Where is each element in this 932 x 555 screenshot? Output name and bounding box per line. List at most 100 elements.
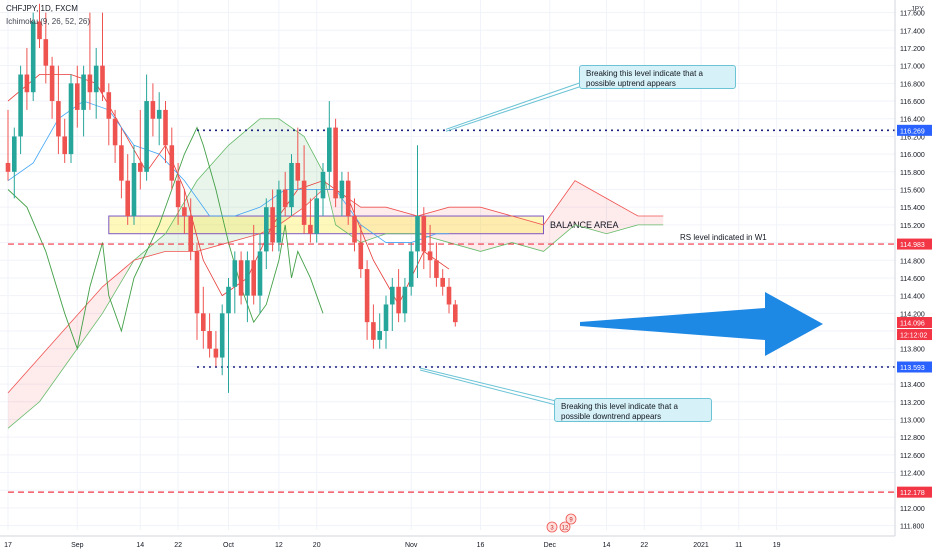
cloud-segment — [228, 118, 260, 243]
price-label-box — [897, 486, 932, 498]
y-tick-label: 112.400 — [900, 471, 925, 478]
cloud-segment — [543, 180, 575, 252]
candle-body — [37, 21, 42, 40]
candle-body — [106, 92, 112, 119]
candle-body — [125, 180, 130, 217]
candle-body — [144, 101, 149, 172]
candle-body — [377, 331, 382, 340]
candle-body — [56, 101, 61, 137]
x-tick-label: 20 — [313, 542, 321, 549]
indicator-legend[interactable]: Ichimoku (9, 26, 52, 26) — [6, 17, 91, 26]
cloud-segment — [575, 180, 607, 234]
candle-body — [12, 136, 17, 172]
cloud-segment — [260, 118, 279, 234]
candle-body — [24, 74, 30, 93]
candle-body — [421, 216, 427, 252]
price-label-text: 112.178 — [900, 490, 925, 497]
callout-connector — [445, 83, 589, 132]
y-tick-label: 115.400 — [900, 205, 925, 212]
cloud-segment — [606, 198, 638, 234]
candle-body — [270, 207, 275, 243]
y-tick-label: 114.200 — [900, 311, 925, 318]
candle-body — [232, 260, 238, 287]
x-tick-label: 11 — [735, 542, 742, 549]
x-tick-label: 14 — [136, 542, 144, 549]
cloud-segment — [39, 322, 71, 402]
candle-body — [188, 216, 193, 252]
candle-body — [43, 39, 49, 66]
chart-symbol-title[interactable]: CHFJPY, 1D, FXCM — [6, 4, 78, 13]
x-tick-label: 2021 — [693, 542, 709, 549]
candle-body — [226, 286, 231, 314]
candle-body — [427, 251, 433, 261]
senkou-span-a — [7, 118, 664, 429]
candle-body — [440, 277, 445, 287]
y-tick-label: 112.800 — [900, 435, 925, 442]
x-tick-label: Dec — [544, 542, 557, 549]
y-tick-label: 115.600 — [900, 187, 925, 194]
candle-body — [182, 207, 187, 217]
callout-uptrend[interactable]: Breaking this level indicate that a poss… — [579, 65, 736, 89]
price-label-box — [897, 329, 932, 341]
y-tick-label: 113.000 — [900, 417, 925, 424]
candle-body — [194, 251, 200, 314]
candle-body — [453, 304, 458, 323]
x-tick-label: 22 — [174, 542, 182, 549]
callout-connector — [445, 79, 589, 130]
callout-downtrend[interactable]: Breaking this level indicate that a poss… — [554, 398, 712, 422]
x-tick-label: 14 — [603, 542, 611, 549]
event-badge-label: 12 — [562, 526, 569, 532]
candle-body — [333, 127, 338, 199]
candle-body — [320, 171, 326, 199]
candle-body — [213, 348, 219, 358]
candle-body — [257, 251, 263, 296]
candle-body — [282, 189, 288, 208]
price-label-box — [897, 361, 932, 373]
candle-body — [112, 118, 118, 146]
currency-label: JPY — [911, 6, 924, 13]
candle-body — [314, 198, 319, 234]
event-badge — [559, 521, 571, 533]
candle-body — [408, 251, 414, 287]
candle-body — [75, 83, 80, 110]
callout-connector — [419, 369, 561, 407]
forecast-arrow — [580, 292, 823, 356]
candle-body — [163, 109, 168, 146]
candle-body — [100, 65, 105, 93]
annotations: RS level indicated in W1 3 129 — [419, 79, 823, 533]
price-label-box — [897, 124, 932, 136]
candle-body — [364, 269, 370, 323]
rs-level-label: RS level indicated in W1 — [680, 233, 767, 242]
candle-body — [390, 286, 395, 305]
x-tick-label: Sep — [71, 542, 84, 549]
price-label-text: 116.269 — [900, 128, 925, 135]
callout-connector — [419, 367, 561, 403]
y-tick-label: 113.400 — [900, 382, 925, 389]
price-label-text: 114.983 — [900, 242, 925, 249]
candle-body — [308, 224, 313, 234]
cloud-segment — [480, 207, 512, 252]
candle-body — [87, 74, 93, 93]
candle-body — [371, 322, 376, 340]
candle-body — [301, 180, 307, 225]
candle-body — [201, 313, 206, 332]
candle-body — [276, 189, 282, 243]
candle-body — [383, 304, 389, 332]
y-tick-label: 117.600 — [900, 11, 925, 18]
price-label-box — [897, 317, 932, 329]
price-label-text: 113.593 — [900, 365, 925, 372]
candle-body — [30, 21, 36, 93]
event-badge-label: 3 — [550, 526, 554, 532]
y-tick-label: 114.800 — [900, 258, 925, 265]
candle-body — [131, 162, 137, 217]
candle-body — [49, 65, 55, 102]
x-tick-label: 17 — [4, 542, 12, 549]
candle-body — [251, 260, 256, 296]
candle-body — [138, 162, 143, 172]
candle-body — [434, 260, 439, 278]
cloud-segment — [71, 286, 103, 358]
candle-body — [150, 101, 156, 119]
price-label-text: 114.096 — [900, 321, 925, 328]
